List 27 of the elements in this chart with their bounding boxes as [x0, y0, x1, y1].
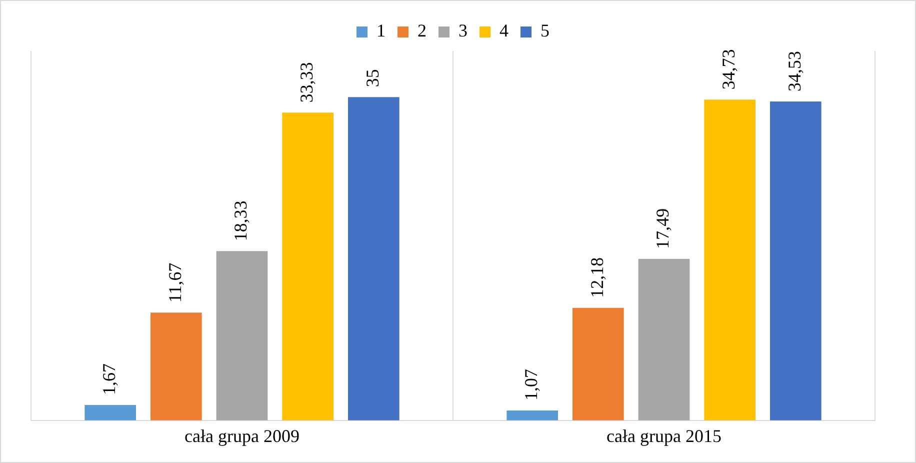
- legend-label: 5: [540, 20, 550, 41]
- data-label: 34,53: [784, 51, 804, 92]
- data-label: 33,33: [296, 62, 317, 103]
- bar: [150, 312, 202, 420]
- bar: [216, 251, 268, 420]
- bar: [638, 258, 690, 420]
- data-label: 17,49: [652, 208, 673, 249]
- legend-label: 3: [458, 20, 468, 41]
- bar: [282, 112, 334, 420]
- legend-label: 1: [376, 20, 386, 41]
- data-label: 1,67: [99, 363, 120, 395]
- data-label: 1,07: [521, 369, 542, 401]
- data-label: 35: [362, 69, 382, 88]
- x-tick-label: cała grupa 2015: [606, 426, 722, 446]
- bar: [506, 410, 558, 420]
- bar: [770, 102, 822, 420]
- legend-label: 4: [500, 20, 508, 41]
- bar: [572, 308, 624, 420]
- data-label: 18,33: [230, 200, 251, 242]
- bar: [348, 97, 400, 420]
- data-label: 34,73: [718, 49, 739, 90]
- data-label: 12,18: [586, 257, 607, 298]
- data-label: 11,67: [164, 262, 185, 303]
- bar: [704, 100, 756, 420]
- x-tick-label: cała grupa 2009: [184, 426, 300, 446]
- legend-label: 2: [418, 20, 426, 41]
- bar: [84, 404, 136, 420]
